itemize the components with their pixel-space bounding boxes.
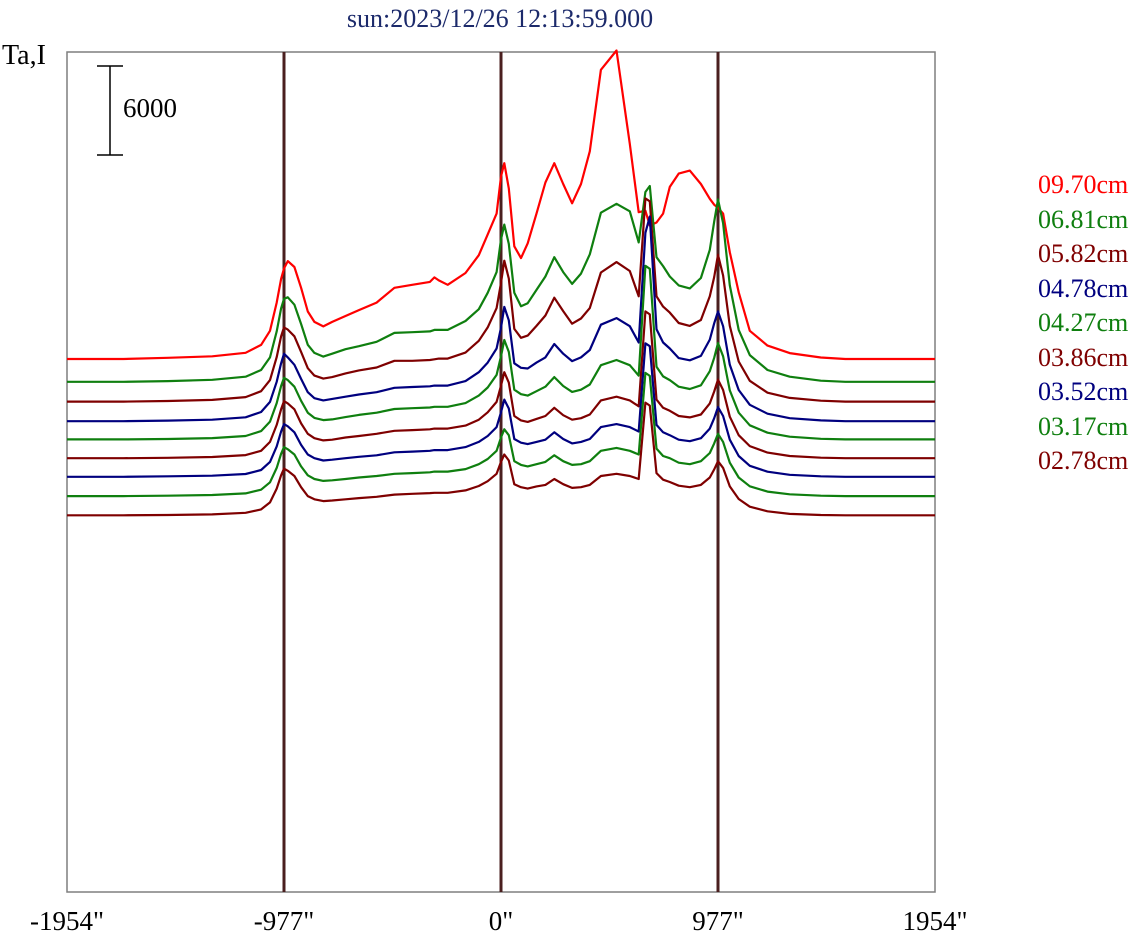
legend-item: 06.81cm bbox=[1038, 204, 1129, 234]
x-tick-label: 0" bbox=[489, 906, 514, 936]
legend-item: 03.17cm bbox=[1038, 411, 1129, 441]
series-line-04.27cm bbox=[67, 264, 935, 441]
legend-item: 04.78cm bbox=[1038, 273, 1129, 303]
chart-title: sun:2023/12/26 12:13:59.000 bbox=[346, 4, 654, 33]
legend-item: 02.78cm bbox=[1038, 446, 1129, 475]
series-line-03.52cm bbox=[67, 342, 935, 478]
legend-item: 05.82cm bbox=[1038, 239, 1129, 268]
x-tick-label: -977" bbox=[254, 906, 315, 936]
x-tick-label: 977" bbox=[692, 906, 744, 936]
legend-item: 03.52cm bbox=[1038, 377, 1129, 406]
series-line-03.86cm bbox=[67, 310, 935, 460]
legend-item: 04.27cm bbox=[1038, 308, 1129, 337]
scale-bar-label: 6000 bbox=[123, 93, 177, 123]
series-line-02.78cm bbox=[67, 401, 935, 517]
series-line-04.78cm bbox=[67, 215, 935, 423]
x-tick-label: 1954" bbox=[902, 906, 967, 936]
series-line-03.17cm bbox=[67, 371, 935, 498]
scale-bar: 6000 bbox=[97, 65, 177, 156]
legend-item: 09.70cm bbox=[1038, 170, 1129, 199]
series-line-06.81cm bbox=[67, 184, 935, 383]
y-axis-label: Ta,I bbox=[2, 40, 46, 71]
series-line-09.70cm bbox=[67, 49, 935, 361]
legend: 09.70cm 06.81cm 05.82cm 04.78cm 04.27cm 03.86… bbox=[1038, 168, 1128, 479]
series-line-05.82cm bbox=[67, 197, 935, 403]
x-tick-label: -1954" bbox=[30, 906, 104, 936]
legend-item: 03.86cm bbox=[1038, 342, 1129, 372]
